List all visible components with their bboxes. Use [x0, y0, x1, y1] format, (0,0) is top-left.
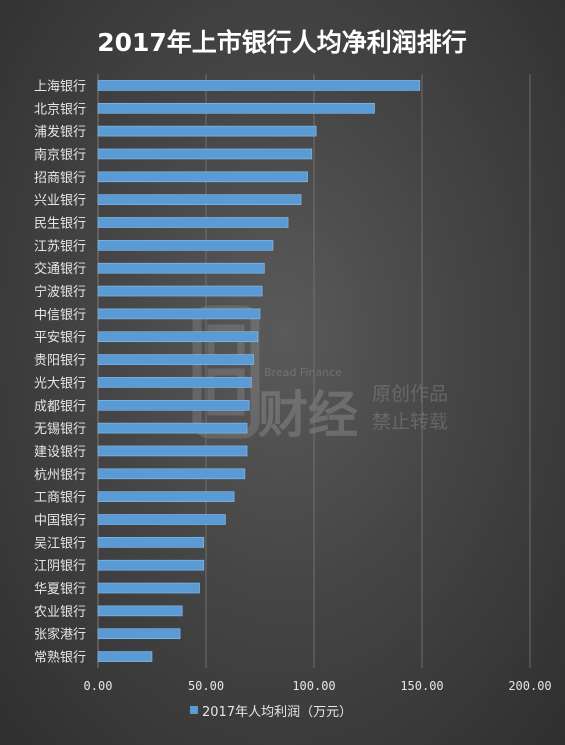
bar [97, 422, 248, 434]
watermark-logo-text: 财经 [258, 386, 358, 444]
bar [97, 262, 265, 274]
bar [97, 171, 308, 183]
category-label: 贵阳银行 [34, 354, 86, 369]
legend-swatch [190, 706, 198, 714]
bar [97, 80, 421, 91]
bar [97, 582, 200, 594]
category-label: 宁波银行 [34, 284, 86, 300]
category-label: 上海银行 [34, 79, 86, 94]
watermark-line1: 原创作品 [372, 383, 448, 405]
category-label: 工商银行 [34, 491, 86, 506]
x-tick-label: 50.00 [188, 679, 224, 693]
x-tick-labels: 0.00 50.00 100.00 150.00 200.00 [84, 679, 552, 693]
category-label: 招商银行 [34, 171, 86, 186]
category-label: 华夏银行 [34, 582, 86, 597]
category-label: 江阴银行 [34, 559, 86, 574]
bar [97, 514, 226, 525]
bar [97, 285, 263, 297]
bar [97, 308, 261, 320]
category-label: 无锡银行 [34, 422, 86, 437]
bar [97, 331, 259, 343]
chart-title: 2017年上市银行人均净利润排行 [97, 28, 467, 57]
category-label: 张家港行 [34, 627, 86, 643]
bar [97, 628, 181, 640]
bar [97, 148, 313, 160]
watermark-line2: 禁止转载 [372, 411, 448, 433]
bar [97, 468, 246, 480]
bar [97, 537, 205, 548]
x-tick-label: 100.00 [292, 679, 335, 693]
bar [97, 399, 250, 411]
bar [97, 559, 205, 571]
bar [97, 240, 274, 251]
bar [97, 217, 289, 228]
bar [97, 354, 254, 365]
watermark-small-text: Bread Finance [264, 366, 342, 379]
bar [97, 102, 375, 114]
category-label: 交通银行 [34, 261, 86, 277]
grid [97, 74, 531, 668]
category-label: 南京银行 [34, 147, 86, 163]
bar [97, 194, 302, 205]
x-tick-label: 200.00 [508, 679, 551, 693]
category-label: 平安银行 [34, 331, 86, 346]
x-tick-label: 0.00 [84, 679, 113, 693]
category-label: 浦发银行 [34, 124, 86, 140]
category-label: 中国银行 [34, 514, 86, 529]
category-label: 兴业银行 [34, 194, 86, 209]
category-label: 光大银行 [34, 376, 86, 391]
category-label: 中信银行 [34, 308, 86, 323]
x-tick-label: 150.00 [400, 679, 443, 693]
category-label: 北京银行 [34, 102, 86, 117]
category-label: 常熟银行 [34, 650, 86, 666]
bar [97, 605, 183, 617]
category-label: 民生银行 [34, 217, 86, 232]
category-label: 杭州银行 [34, 468, 86, 483]
category-label: 农业银行 [34, 605, 86, 620]
category-label: 江苏银行 [34, 238, 86, 254]
category-label: 建设银行 [34, 445, 86, 460]
legend: 2017年人均利润（万元） [190, 705, 352, 720]
category-labels: 上海银行北京银行浦发银行南京银行招商银行兴业银行民生银行江苏银行交通银行宁波银行… [34, 79, 86, 665]
bar [97, 125, 317, 137]
bar [97, 651, 153, 662]
bar [97, 491, 235, 502]
bar [97, 445, 248, 457]
watermark: Bread Finance 财经 原创作品 禁止转载 [192, 305, 448, 444]
category-label: 成都银行 [34, 399, 86, 414]
category-label: 吴江银行 [34, 536, 86, 551]
bar [97, 377, 252, 388]
bars [97, 80, 421, 662]
legend-label: 2017年人均利润（万元） [202, 705, 352, 720]
